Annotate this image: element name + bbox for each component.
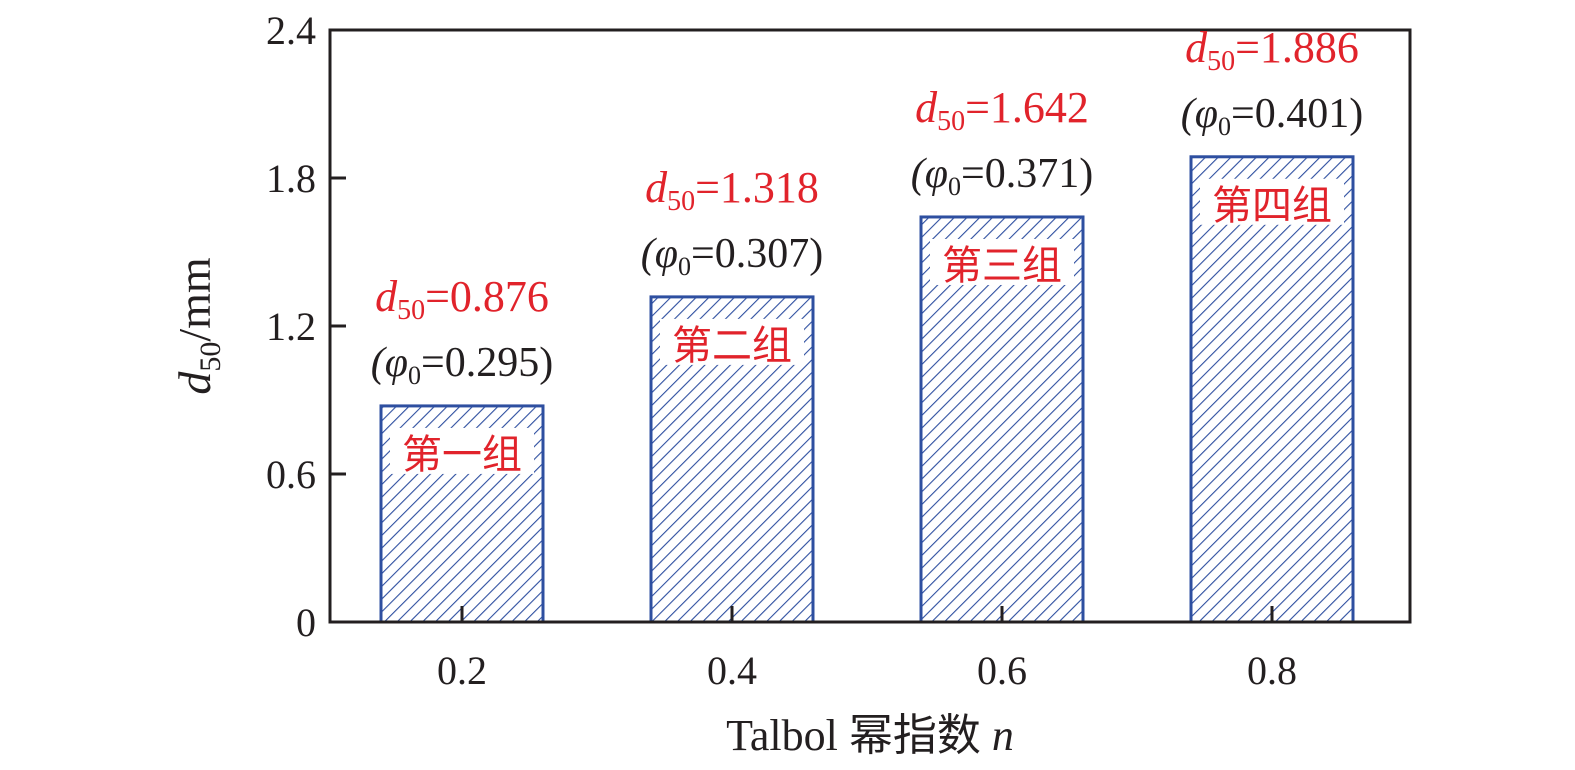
x-tick-label: 0.6 <box>977 648 1027 693</box>
x-tick-label: 0.2 <box>437 648 487 693</box>
group-label-bg <box>390 427 534 474</box>
group-label-bg <box>660 318 804 365</box>
y-tick-label: 2.4 <box>266 8 316 53</box>
group-label: 第三组 <box>942 243 1062 289</box>
bar <box>1189 155 1355 624</box>
group-label-bg <box>930 238 1074 285</box>
phi0-value-label: (φ0=0.307) <box>641 231 823 281</box>
x-tick-label: 0.8 <box>1247 648 1297 693</box>
phi0-value-label: (φ0=0.371) <box>911 151 1093 201</box>
group-label: 第一组 <box>402 432 522 478</box>
d50-value-label: d50=1.318 <box>645 163 819 217</box>
x-tick-label: 0.4 <box>707 648 757 693</box>
group-label: 第二组 <box>672 323 792 369</box>
y-tick-label: 1.2 <box>266 304 316 349</box>
d50-value-label: d50=1.642 <box>915 83 1089 137</box>
phi0-value-label: (φ0=0.401) <box>1181 91 1363 141</box>
x-axis-label: Talbol 幂指数 n <box>726 711 1014 760</box>
y-tick-label: 1.8 <box>266 156 316 201</box>
group-label: 第四组 <box>1212 183 1332 229</box>
y-axis-label: d50/mm <box>169 257 227 395</box>
y-tick-label: 0 <box>296 600 316 645</box>
phi0-value-label: (φ0=0.295) <box>371 340 553 390</box>
group-label-bg <box>1200 178 1344 225</box>
y-tick-label: 0.6 <box>266 452 316 497</box>
d50-value-label: d50=0.876 <box>375 272 549 326</box>
d50-value-label: d50=1.886 <box>1185 23 1359 77</box>
